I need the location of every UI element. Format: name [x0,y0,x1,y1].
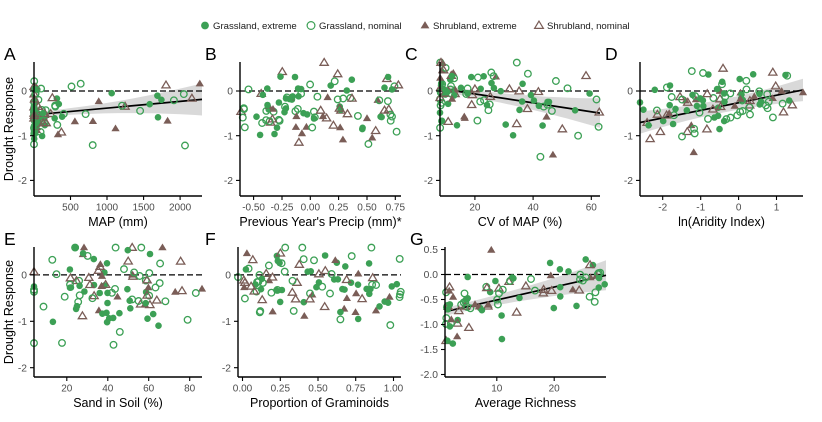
svg-text:MAP (mm): MAP (mm) [88,215,148,229]
svg-text:20: 20 [549,384,561,395]
svg-text:-1.5: -1.5 [420,345,438,356]
svg-text:0.50: 0.50 [357,203,377,214]
svg-text:0: 0 [627,87,633,98]
svg-text:-0.5: -0.5 [420,295,438,306]
svg-text:Shrubland, nominal: Shrubland, nominal [547,21,630,32]
svg-text:80: 80 [184,384,196,395]
svg-text:0.00: 0.00 [301,203,321,214]
svg-text:A: A [4,44,16,64]
svg-text:-0.25: -0.25 [271,203,294,214]
svg-text:D: D [605,44,618,64]
svg-text:-2: -2 [222,363,231,374]
svg-text:40: 40 [102,384,114,395]
svg-text:-1: -1 [222,317,231,328]
svg-text:1: 1 [774,203,780,214]
svg-text:60: 60 [586,203,598,214]
svg-text:Drought Response: Drought Response [2,77,16,181]
svg-text:-2: -2 [224,176,233,187]
svg-text:0: 0 [21,87,27,98]
svg-text:-2: -2 [624,176,633,187]
svg-text:0.75: 0.75 [346,384,366,395]
svg-text:-2.0: -2.0 [420,370,438,381]
svg-text:E: E [4,229,16,249]
svg-text:0.25: 0.25 [271,384,291,395]
svg-text:Previous Year's Precip (mm)*: Previous Year's Precip (mm)* [239,215,401,229]
svg-text:-1: -1 [624,131,633,142]
svg-text:0: 0 [427,87,433,98]
svg-text:-2: -2 [18,363,27,374]
svg-text:Sand in Soil (%): Sand in Soil (%) [73,396,163,410]
svg-text:ln(Aridity Index): ln(Aridity Index) [678,215,765,229]
svg-text:Shrubland, extreme: Shrubland, extreme [433,21,517,32]
svg-text:40: 40 [528,203,540,214]
svg-text:-1: -1 [696,203,705,214]
svg-text:Average Richness: Average Richness [475,396,576,410]
svg-text:-0.50: -0.50 [242,203,265,214]
svg-text:20: 20 [469,203,481,214]
svg-text:-2: -2 [18,176,27,187]
svg-text:20: 20 [61,384,73,395]
svg-text:10: 10 [491,384,503,395]
svg-text:-2: -2 [424,176,433,187]
svg-text:0: 0 [21,271,27,282]
svg-text:-2: -2 [658,203,667,214]
svg-text:Grassland, nominal: Grassland, nominal [319,21,402,32]
svg-text:1000: 1000 [96,203,119,214]
svg-text:0: 0 [736,203,742,214]
svg-text:0.25: 0.25 [329,203,349,214]
svg-text:-1: -1 [18,131,27,142]
svg-text:-1.0: -1.0 [420,320,438,331]
svg-text:B: B [205,44,217,64]
svg-text:0.0: 0.0 [424,270,439,281]
svg-text:0: 0 [227,87,233,98]
svg-text:Drought Response: Drought Response [2,260,16,364]
svg-text:Grassland, extreme: Grassland, extreme [213,21,297,32]
svg-text:-1: -1 [224,131,233,142]
svg-text:1.00: 1.00 [384,384,404,395]
svg-text:1500: 1500 [132,203,155,214]
svg-text:Proportion of Graminoids: Proportion of Graminoids [250,396,389,410]
svg-text:0.75: 0.75 [386,203,406,214]
svg-text:-1: -1 [18,317,27,328]
svg-text:2000: 2000 [169,203,192,214]
svg-text:CV of MAP (%): CV of MAP (%) [478,215,563,229]
svg-text:C: C [405,44,418,64]
svg-text:60: 60 [143,384,155,395]
svg-text:F: F [205,229,216,249]
svg-text:500: 500 [62,203,79,214]
svg-text:-1: -1 [424,131,433,142]
svg-text:G: G [410,229,424,249]
svg-text:0.50: 0.50 [308,384,328,395]
svg-text:0.5: 0.5 [424,245,439,256]
svg-text:0.00: 0.00 [233,384,253,395]
svg-text:0: 0 [225,271,231,282]
